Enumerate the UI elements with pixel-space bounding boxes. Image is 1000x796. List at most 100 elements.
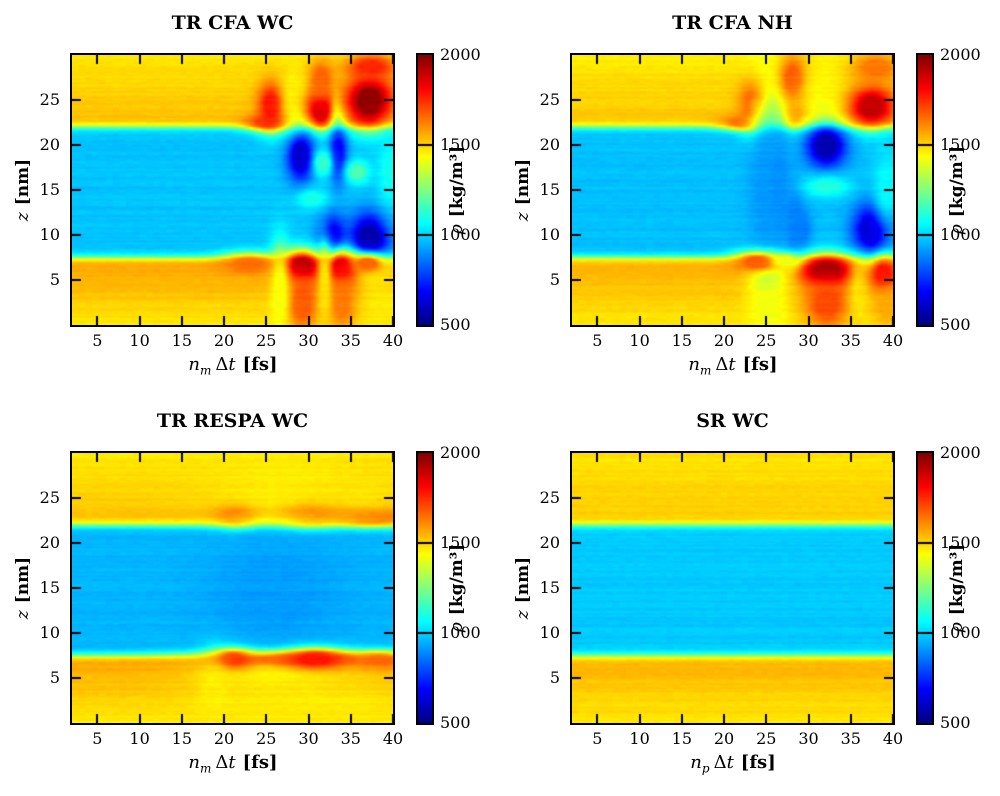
y-axis-variable: z [13, 610, 33, 620]
delta-symbol: Δ [215, 354, 229, 375]
time-symbol: t [228, 354, 236, 375]
colorbar-canvas [918, 55, 932, 325]
colorbar-unit: [kg/m³] [447, 145, 467, 218]
x-tick-label: 40 [382, 331, 404, 350]
colorbar-tick-label: 1500 [440, 135, 481, 154]
colorbar-tick-label: 2000 [940, 443, 981, 462]
y-tick-label: 20 [39, 135, 60, 154]
x-tick-label: 20 [213, 729, 235, 748]
heatmap-plot-area[interactable] [570, 53, 895, 327]
x-tick-label: 5 [592, 729, 603, 748]
colorbar-canvas [418, 55, 432, 325]
x-tick-label: 35 [340, 331, 361, 350]
x-tick-label: 30 [798, 331, 819, 350]
colorbar-tick-label: 1500 [940, 135, 981, 154]
y-tick-label: 10 [539, 623, 560, 642]
x-tick-label: 10 [629, 331, 650, 350]
colorbar-tick-label: 1000 [440, 225, 481, 244]
x-tick-label: 30 [298, 331, 319, 350]
panel-sr-wc: SR WC z[nm] ρ[kg/m³] np Δt [fs] 5 10 15 20 25 3… [500, 398, 1000, 796]
x-tick-label: 20 [713, 331, 735, 350]
x-axis-unit: [fs] [740, 752, 776, 773]
y-tick-label: 25 [39, 90, 60, 109]
x-tick-label: 10 [129, 729, 150, 748]
x-tick-label: 15 [671, 331, 692, 350]
x-axis-subscript: m [200, 761, 212, 776]
x-axis-subscript: m [200, 363, 212, 378]
colorbar-tick-label: 1000 [940, 225, 981, 244]
x-axis-unit: [fs] [742, 354, 778, 375]
time-symbol: t [726, 752, 734, 773]
y-tick-label: 10 [539, 225, 560, 244]
x-axis-variable: n [188, 752, 201, 773]
y-axis-variable: z [513, 610, 533, 620]
panel-title: TR CFA NH [672, 12, 793, 34]
panel-tr-cfa-wc: TR CFA WC z[nm] ρ[kg/m³] nm Δt [fs] 5 10 15 2… [0, 0, 500, 398]
x-axis-subscript: p [701, 761, 710, 776]
x-tick-label: 25 [756, 331, 777, 350]
x-tick-label: 40 [882, 331, 904, 350]
heatmap-canvas[interactable] [572, 55, 893, 325]
colorbar-tick-label: 500 [940, 713, 971, 732]
heatmap-canvas[interactable] [572, 453, 893, 723]
x-tick-label: 15 [171, 729, 192, 748]
x-tick-label: 25 [256, 331, 277, 350]
colorbar-canvas [918, 453, 932, 723]
y-tick-label: 20 [39, 533, 60, 552]
x-tick-label: 35 [840, 729, 861, 748]
heatmap-canvas[interactable] [72, 453, 393, 723]
heatmap-plot-area[interactable] [70, 53, 395, 327]
colorbar-tick-label: 2000 [440, 443, 481, 462]
x-axis-variable: n [688, 354, 701, 375]
y-tick-label: 10 [39, 623, 60, 642]
y-tick-label: 5 [49, 668, 60, 687]
delta-symbol: Δ [215, 752, 229, 773]
x-tick-label: 10 [629, 729, 650, 748]
y-axis-variable: z [13, 212, 33, 222]
colorbar-unit: [kg/m³] [947, 145, 967, 218]
colorbar-tick-label: 2000 [940, 45, 981, 64]
x-axis-variable: n [690, 752, 702, 773]
panel-tr-respa-wc: TR RESPA WC z[nm] ρ[kg/m³] nm Δt [fs] 5 10 1… [0, 398, 500, 796]
y-tick-label: 15 [539, 180, 560, 199]
x-tick-label: 30 [298, 729, 319, 748]
heatmap-plot-area[interactable] [570, 451, 895, 725]
x-tick-label: 5 [92, 331, 103, 350]
panel-title: SR WC [696, 410, 769, 432]
x-tick-label: 35 [340, 729, 361, 748]
colorbar-tick-label: 1500 [440, 533, 481, 552]
x-axis-subscript: m [700, 363, 712, 378]
x-tick-label: 35 [840, 331, 861, 350]
x-axis-unit: [fs] [242, 354, 278, 375]
time-symbol: t [728, 354, 736, 375]
time-symbol: t [228, 752, 236, 773]
colorbar-unit: [kg/m³] [947, 543, 967, 616]
x-axis-label: np Δt [fs] [608, 752, 858, 776]
x-tick-label: 20 [713, 729, 735, 748]
delta-symbol: Δ [715, 354, 729, 375]
colorbar-tick-label: 500 [440, 315, 471, 334]
x-tick-label: 5 [92, 729, 103, 748]
x-axis-label: nm Δt [fs] [608, 354, 858, 378]
x-tick-label: 10 [129, 331, 150, 350]
heatmap-canvas[interactable] [72, 55, 393, 325]
x-tick-label: 25 [256, 729, 277, 748]
heatmap-plot-area[interactable] [70, 451, 395, 725]
colorbar-tick-label: 1000 [440, 623, 481, 642]
x-axis-unit: [fs] [242, 752, 278, 773]
delta-symbol: Δ [713, 752, 727, 773]
panel-title: TR CFA WC [171, 12, 294, 34]
y-axis-variable: z [513, 212, 533, 222]
colorbar-canvas [418, 453, 432, 723]
y-tick-label: 5 [49, 270, 60, 289]
colorbar [916, 53, 934, 327]
colorbar [416, 53, 434, 327]
y-tick-label: 15 [39, 180, 60, 199]
y-tick-label: 5 [549, 270, 560, 289]
x-tick-label: 30 [798, 729, 819, 748]
y-tick-label: 25 [39, 488, 60, 507]
x-tick-label: 5 [592, 331, 603, 350]
y-tick-label: 25 [539, 90, 560, 109]
x-axis-variable: n [188, 354, 201, 375]
